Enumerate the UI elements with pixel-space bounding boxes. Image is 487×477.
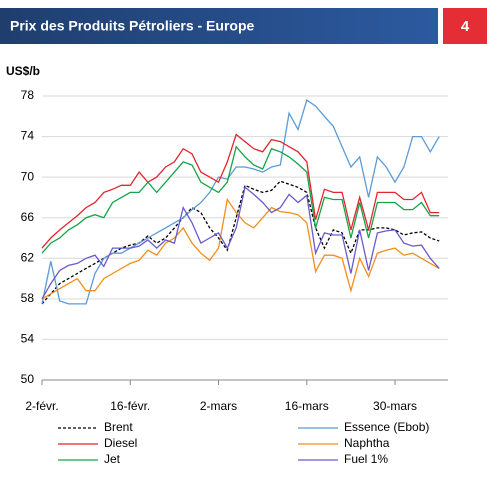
series-line bbox=[41, 180, 440, 305]
page-badge bbox=[443, 8, 487, 44]
series-line bbox=[41, 186, 440, 300]
y-unit: US$/b bbox=[6, 64, 40, 78]
y-tick-label: 78 bbox=[21, 88, 35, 102]
x-tick-label: 16-févr. bbox=[110, 399, 150, 413]
series-line bbox=[41, 99, 440, 305]
legend-label: Fuel 1% bbox=[344, 452, 388, 466]
x-tick-label: 2-févr. bbox=[25, 399, 58, 413]
y-tick-label: 70 bbox=[21, 169, 35, 183]
series-line bbox=[41, 145, 440, 254]
series-line bbox=[41, 133, 440, 249]
legend-label: Jet bbox=[104, 452, 121, 466]
legend-label: Essence (Ebob) bbox=[344, 420, 429, 434]
y-tick-label: 58 bbox=[21, 291, 35, 305]
y-tick-label: 74 bbox=[21, 129, 35, 143]
y-tick-label: 62 bbox=[21, 250, 35, 264]
header-banner bbox=[0, 8, 438, 44]
series-line bbox=[41, 197, 440, 300]
y-tick-label: 54 bbox=[21, 332, 35, 346]
x-tick-label: 30-mars bbox=[373, 399, 417, 413]
header-title: Prix des Produits Pétroliers - Europe bbox=[10, 18, 255, 34]
y-tick-label: 50 bbox=[21, 372, 35, 386]
page-number: 4 bbox=[461, 18, 470, 35]
legend-label: Naphtha bbox=[344, 436, 390, 450]
legend-label: Brent bbox=[104, 420, 133, 434]
x-tick-label: 2-mars bbox=[200, 399, 237, 413]
legend-label: Diesel bbox=[104, 436, 137, 450]
y-tick-label: 66 bbox=[21, 210, 35, 224]
x-tick-label: 16-mars bbox=[285, 399, 329, 413]
